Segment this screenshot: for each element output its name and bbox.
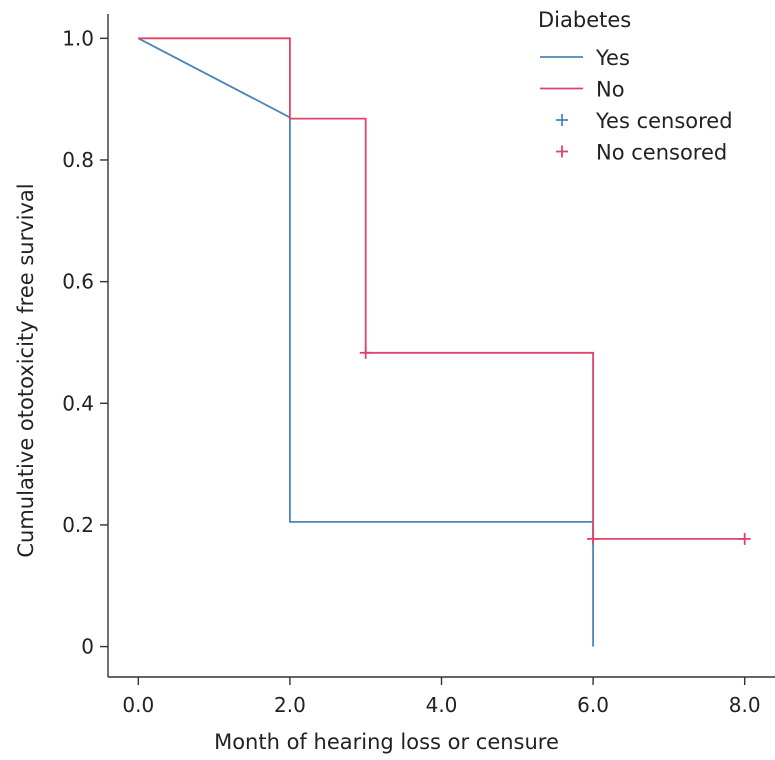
y-tick-label: 0.8 <box>62 148 94 172</box>
legend-label: No <box>596 78 625 102</box>
series-line-no <box>138 37 745 540</box>
legend-item: No <box>540 78 625 102</box>
y-tick-label: 0.2 <box>62 513 94 537</box>
legend-censor-swatch <box>556 114 568 126</box>
series-line-yes <box>137 37 594 647</box>
x-tick-label: 8.0 <box>729 693 761 717</box>
x-tick-label: 0.0 <box>122 693 154 717</box>
censor-mark-no <box>738 532 751 545</box>
series-layer <box>137 37 751 647</box>
x-tick-label: 4.0 <box>426 693 458 717</box>
legend-censor-swatch <box>556 145 568 158</box>
censor-mark-no <box>359 346 372 359</box>
legend-label: Yes censored <box>595 109 733 133</box>
legend-label: No censored <box>596 141 727 165</box>
y-tick-label: 1.0 <box>62 26 94 50</box>
y-axis-title: Cumulative ototoxicity free survival <box>14 183 38 557</box>
legend-item: Yes <box>540 46 630 70</box>
x-tick-label: 6.0 <box>577 693 609 717</box>
x-axis-title: Month of hearing loss or censure <box>214 730 559 754</box>
legend: Diabetes Yes No Yes censored No censored <box>538 8 733 165</box>
legend-entries: Yes No Yes censored No censored <box>540 46 733 165</box>
x-tick-label: 2.0 <box>274 693 306 717</box>
y-axis: 0 0.2 0.4 0.6 0.8 1.0 <box>62 14 109 677</box>
y-tick-label: 0.6 <box>62 270 94 294</box>
legend-item: Yes censored <box>556 109 733 133</box>
legend-item: No censored <box>556 141 727 165</box>
y-tick-label: 0.4 <box>62 391 94 415</box>
x-axis: 0.0 2.0 4.0 6.0 8.0 <box>108 676 775 717</box>
censor-mark-no <box>587 532 600 545</box>
legend-label: Yes <box>595 46 630 70</box>
legend-title: Diabetes <box>538 8 631 32</box>
y-tick-label: 0 <box>81 635 94 659</box>
